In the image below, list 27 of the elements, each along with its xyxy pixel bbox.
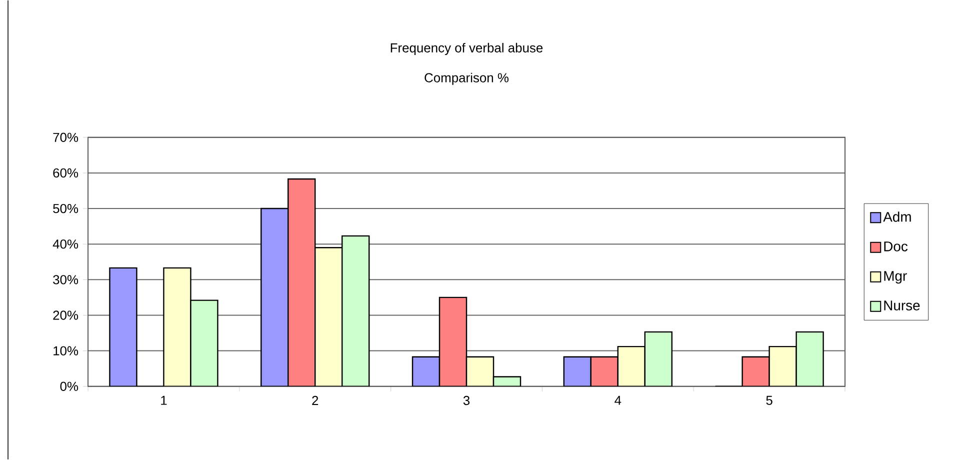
legend-label: Nurse [884,300,920,310]
bar [109,267,138,386]
y-tick-label: 60% [53,168,78,178]
bar [438,296,468,386]
bar [288,178,316,386]
y-tick-label: 70% [53,132,78,142]
chart-subtitle: Comparison % [424,72,508,86]
y-tick-label: 30% [53,275,78,284]
x-tick-label: 2 [312,396,318,406]
bar [742,356,770,386]
y-tick-label: 0% [60,382,78,392]
chart-title: Frequency of verbal abuse [390,43,543,56]
y-tick-label: 40% [52,240,78,249]
bar [563,356,592,386]
y-tick-label: 10% [54,346,78,356]
bar [590,356,619,386]
x-tick-label: 4 [614,396,622,405]
legend-label: Mgr [884,271,907,284]
x-tick-label: 1 [161,396,167,405]
legend-label: Doc [884,242,908,252]
bar [412,356,440,386]
y-tick-label: 20% [53,310,78,320]
bar [260,208,289,386]
legend-label: Adm [883,212,911,222]
x-tick-label: 5 [766,396,772,406]
y-tick-label: 50% [53,204,78,214]
x-tick-label: 3 [463,396,470,406]
